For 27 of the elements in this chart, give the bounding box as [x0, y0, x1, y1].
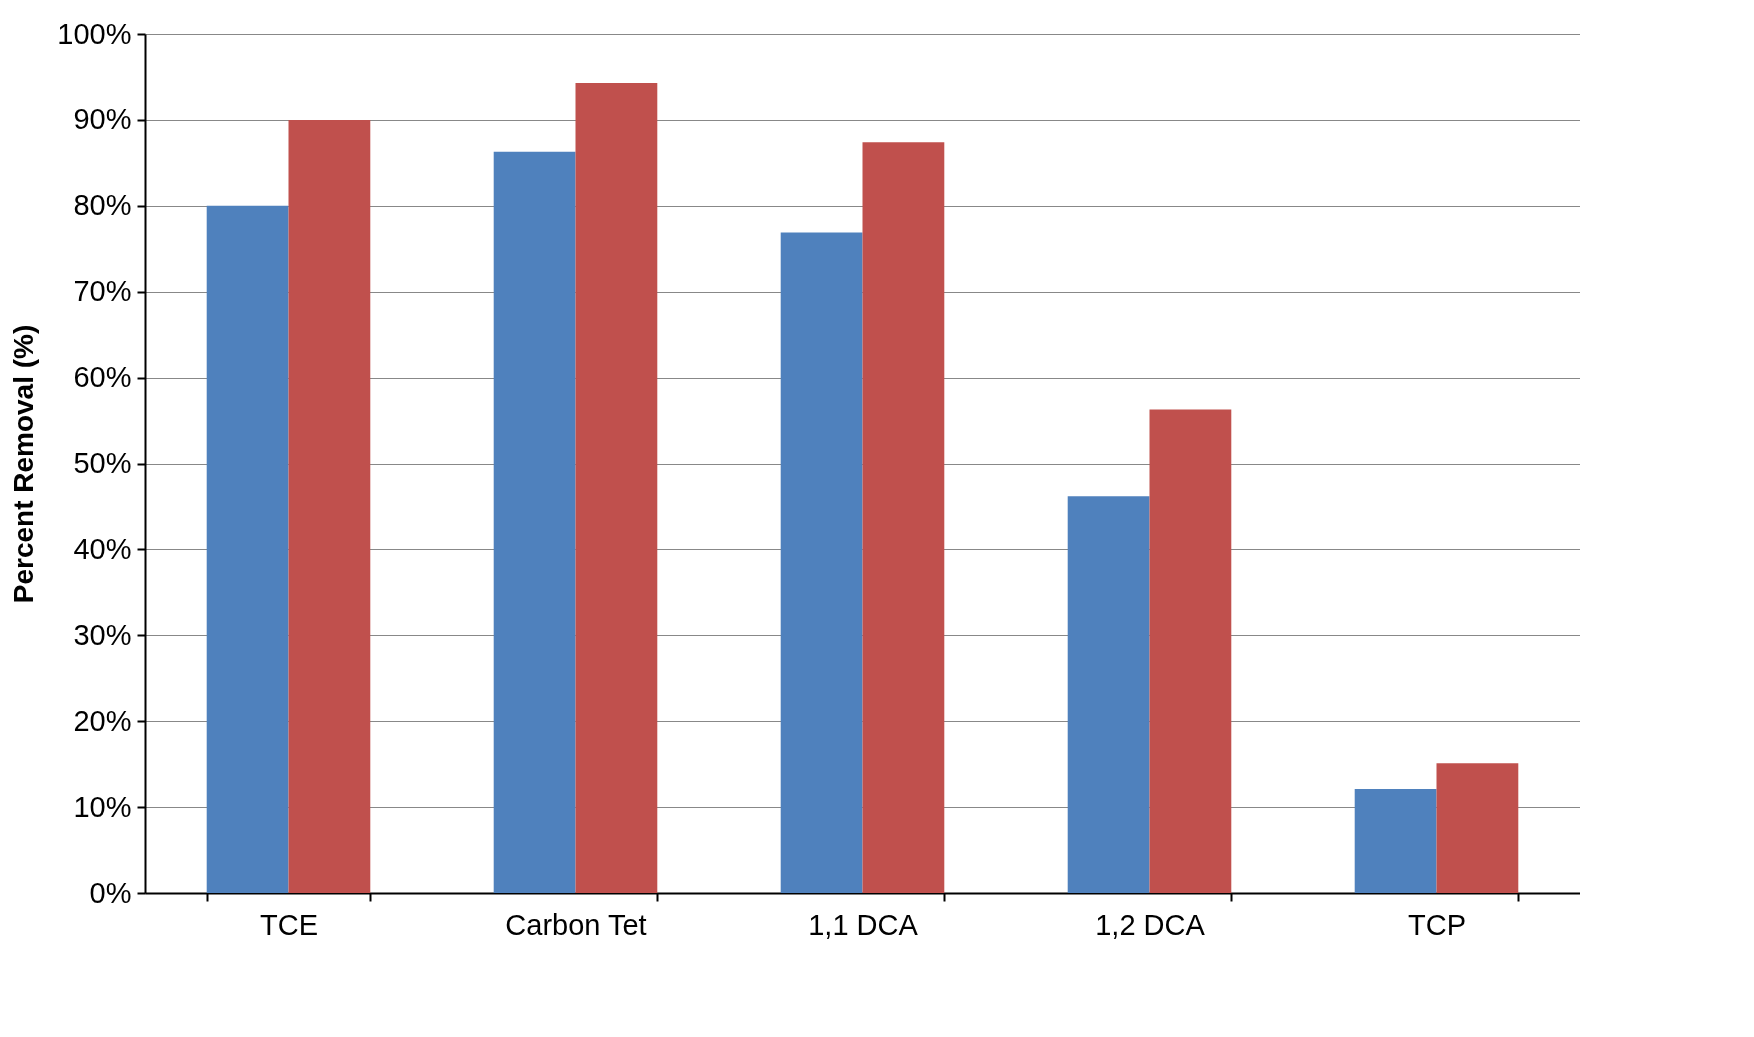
y-tick-label: 30% — [73, 618, 132, 651]
bar — [1354, 789, 1437, 893]
y-tick-label: 80% — [73, 189, 132, 222]
bar — [1067, 496, 1150, 893]
y-axis-title: Percent Removal (%) — [8, 324, 40, 604]
bar — [862, 142, 945, 893]
x-tick-label: TCE — [260, 908, 318, 941]
bar — [1436, 763, 1519, 893]
y-tick-label: 20% — [73, 704, 132, 737]
bar — [493, 151, 576, 893]
y-tick-label: 90% — [73, 103, 132, 136]
x-tick-label: 1,1 DCA — [808, 908, 919, 941]
bar — [780, 232, 863, 893]
bar — [575, 82, 658, 893]
y-tick-label: 70% — [73, 275, 132, 308]
y-tick-label: 50% — [73, 447, 132, 479]
bar — [206, 205, 289, 893]
y-tick-label: 0% — [89, 876, 132, 909]
y-tick-label: 60% — [73, 361, 132, 394]
y-tick-label: 10% — [73, 790, 132, 823]
y-tick-label: 100% — [57, 17, 132, 50]
x-tick-label: 1,2 DCA — [1095, 908, 1206, 941]
x-tick-label: TCP — [1408, 908, 1466, 941]
bar — [288, 119, 371, 893]
bar — [1149, 409, 1232, 893]
x-tick-label: Carbon Tet — [505, 908, 647, 941]
y-tick-label: 40% — [73, 532, 132, 565]
